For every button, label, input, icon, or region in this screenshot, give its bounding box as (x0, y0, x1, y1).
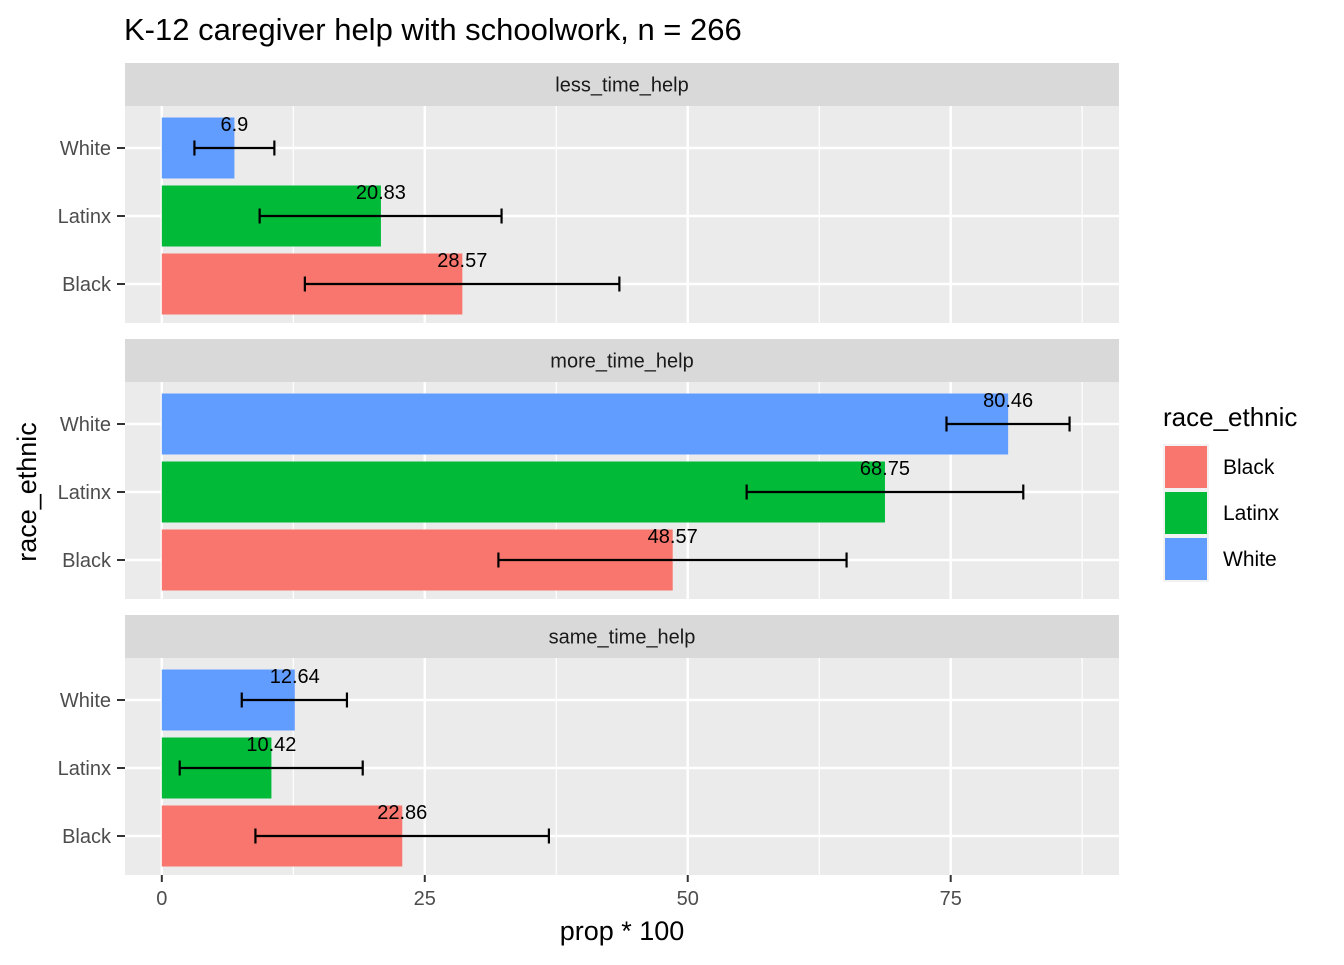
chart-title: K-12 caregiver help with schoolwork, n =… (124, 12, 742, 47)
y-tick-label: White (60, 138, 111, 160)
facet-strip-label: less_time_help (555, 75, 688, 97)
facet-panels: less_time_help 6.9 20.83 28.57 White Latinx Bl… (58, 63, 1119, 875)
error-bar (258, 208, 503, 224)
legend-label: White (1223, 548, 1277, 571)
y-tick-label: Latinx (58, 482, 111, 504)
facet-panel-less_time_help: less_time_help 6.9 20.83 28.57 White Latinx Bl… (58, 63, 1119, 323)
x-tick-label: 25 (414, 888, 436, 910)
data-label: 6.9 (220, 114, 248, 136)
data-label: 12.64 (270, 666, 320, 688)
y-tick-label: Black (62, 550, 112, 572)
error-bar (745, 484, 1025, 500)
legend-swatch-white (1165, 538, 1207, 580)
y-tick-label: White (60, 690, 111, 712)
y-tick-label: Black (62, 274, 112, 296)
data-label: 28.57 (437, 250, 487, 272)
legend: race_ethnic Black Latinx White (1163, 402, 1297, 582)
legend-swatch-latinx (1165, 492, 1207, 534)
y-axis-label: race_ethnic (12, 422, 42, 562)
facet-strip (125, 63, 1119, 106)
x-tick-label: 50 (677, 888, 699, 910)
data-label: 48.57 (648, 526, 698, 548)
error-bar (303, 276, 621, 292)
legend-label: Black (1223, 456, 1275, 479)
data-label: 80.46 (983, 390, 1033, 412)
data-label: 20.83 (356, 182, 406, 204)
error-bar (254, 828, 550, 844)
facet-panel-more_time_help: more_time_help 80.46 68.75 48.57 White Latinx… (58, 339, 1119, 599)
error-bar (945, 416, 1071, 432)
facet-strip (125, 615, 1119, 658)
x-axis: 0 25 50 75 (156, 875, 962, 910)
error-bar (240, 692, 349, 708)
x-tick-label: 75 (940, 888, 962, 910)
error-bar (193, 140, 276, 156)
y-tick-label: White (60, 414, 111, 436)
legend-label: Latinx (1223, 502, 1280, 525)
y-tick-label: Latinx (58, 206, 111, 228)
legend-title: race_ethnic (1163, 402, 1297, 432)
data-label: 22.86 (377, 802, 427, 824)
error-bar (178, 760, 364, 776)
x-axis-label: prop * 100 (560, 916, 685, 946)
x-tick-label: 0 (156, 888, 167, 910)
error-bar (497, 552, 848, 568)
y-tick-label: Latinx (58, 758, 111, 780)
y-tick-label: Black (62, 826, 112, 848)
facet-strip-label: same_time_help (549, 627, 696, 649)
facet-strip-label: more_time_help (550, 351, 693, 373)
data-label: 10.42 (246, 734, 296, 756)
facet-strip (125, 339, 1119, 382)
facet-panel-same_time_help: same_time_help 12.64 10.42 22.86 White Latinx… (58, 615, 1119, 875)
data-label: 68.75 (860, 458, 910, 480)
legend-swatch-black (1165, 446, 1207, 488)
bar-white (161, 393, 1009, 455)
